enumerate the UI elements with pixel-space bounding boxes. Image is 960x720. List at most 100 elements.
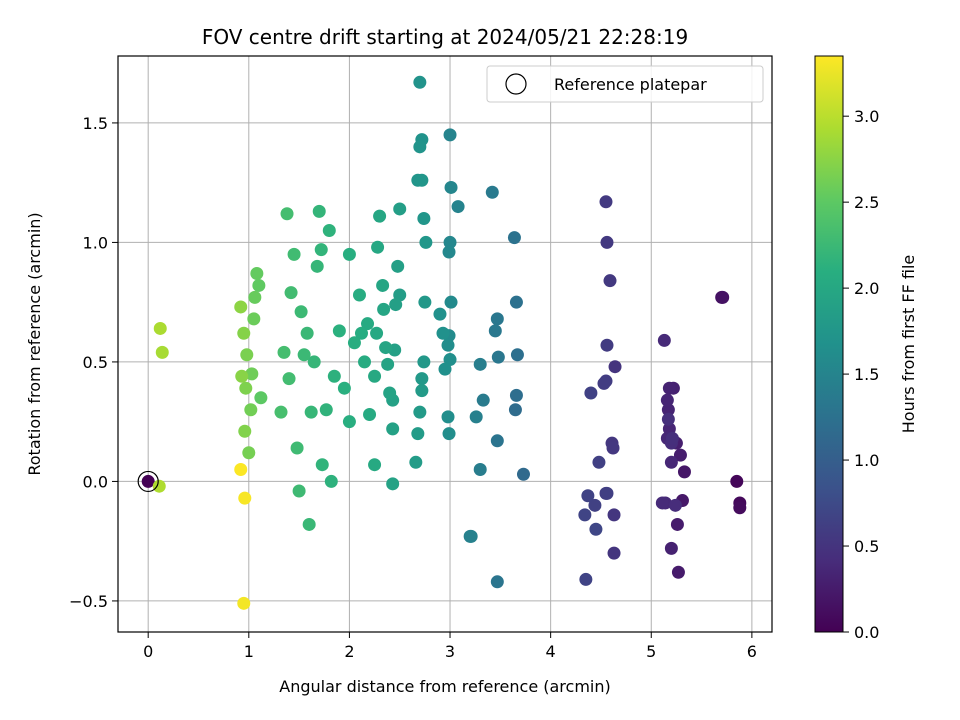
data-point (319, 403, 333, 417)
data-point (677, 465, 691, 479)
data-point (252, 278, 266, 292)
data-point (444, 180, 458, 194)
data-point (371, 240, 385, 254)
colorbar-ticks: 0.0 0.5 1.0 1.5 2.0 2.5 3.0 (843, 107, 879, 642)
data-point (386, 422, 400, 436)
data-point (603, 274, 617, 288)
data-point (441, 410, 455, 424)
data-point (152, 479, 166, 493)
data-point (476, 393, 490, 407)
data-point (660, 393, 674, 407)
x-tick-label: 6 (747, 642, 757, 661)
data-point (436, 326, 450, 340)
y-tick-label: 1.5 (83, 114, 108, 133)
data-point (386, 477, 400, 491)
data-point (415, 372, 429, 386)
plot-frame (117, 55, 773, 633)
reference-platepar-marker (137, 470, 159, 493)
data-point (337, 381, 351, 395)
data-point (327, 369, 341, 383)
data-point (507, 231, 521, 245)
data-point (379, 341, 393, 355)
data-point (433, 307, 447, 321)
data-point (490, 575, 504, 589)
data-point (238, 424, 252, 438)
data-point (415, 173, 429, 187)
data-point (606, 441, 620, 455)
data-point (730, 474, 744, 488)
data-points (137, 75, 747, 610)
x-tick-label: 4 (546, 642, 556, 661)
data-point (274, 405, 288, 419)
data-point (716, 290, 730, 304)
data-point (600, 486, 614, 500)
data-point (413, 75, 427, 89)
data-point (287, 247, 301, 261)
colorbar (814, 55, 844, 633)
data-point (579, 572, 593, 586)
chart-title: FOV centre drift starting at 2024/05/21 … (202, 25, 688, 49)
data-point (600, 338, 614, 352)
x-tick-label: 5 (646, 642, 656, 661)
data-point (242, 446, 256, 460)
data-point (280, 207, 294, 221)
data-point (473, 357, 487, 371)
x-tick-label: 0 (143, 642, 153, 661)
data-point (391, 259, 405, 273)
data-point (664, 541, 678, 555)
colorbar-tick-label: 2.0 (854, 279, 879, 298)
y-tick-label: 1.0 (83, 233, 108, 252)
data-point (250, 266, 264, 280)
data-point (581, 489, 595, 503)
data-point (418, 295, 432, 309)
data-point (413, 140, 427, 154)
data-point (485, 185, 499, 199)
data-point (491, 350, 505, 364)
data-point (655, 496, 669, 510)
data-point (661, 412, 675, 426)
data-point (342, 247, 356, 261)
data-point (247, 312, 261, 326)
data-point (417, 212, 431, 226)
data-point (592, 455, 606, 469)
data-point (332, 324, 346, 338)
x-tick-label: 2 (344, 642, 354, 661)
data-point (516, 467, 530, 481)
data-point (342, 415, 356, 429)
data-point (668, 498, 682, 512)
data-point (354, 326, 368, 340)
data-point (469, 410, 483, 424)
data-point (310, 259, 324, 273)
data-point (238, 491, 252, 505)
colorbar-tick-label: 2.5 (854, 193, 879, 212)
data-point (415, 384, 429, 398)
data-point (141, 474, 155, 488)
data-point (383, 386, 397, 400)
data-point (670, 517, 684, 531)
y-axis-label: Rotation from reference (arcmin) (25, 212, 44, 475)
data-point (510, 348, 524, 362)
data-point (254, 391, 268, 405)
data-point (368, 369, 382, 383)
data-point (411, 427, 425, 441)
data-point (381, 357, 395, 371)
x-axis: 0 1 2 3 4 5 6 (143, 632, 757, 661)
data-point (153, 321, 167, 335)
data-point (234, 300, 248, 314)
data-point (277, 345, 291, 359)
data-point (324, 474, 338, 488)
data-point (451, 200, 465, 214)
data-point (413, 405, 427, 419)
data-point (376, 278, 390, 292)
data-point (284, 286, 298, 300)
data-point (443, 235, 457, 249)
data-point (294, 305, 308, 319)
data-point (409, 455, 423, 469)
data-point (244, 403, 258, 417)
x-axis-label: Angular distance from reference (arcmin) (279, 677, 610, 696)
data-point (304, 405, 318, 419)
data-point (490, 312, 504, 326)
data-point (657, 333, 671, 347)
data-point (589, 522, 603, 536)
